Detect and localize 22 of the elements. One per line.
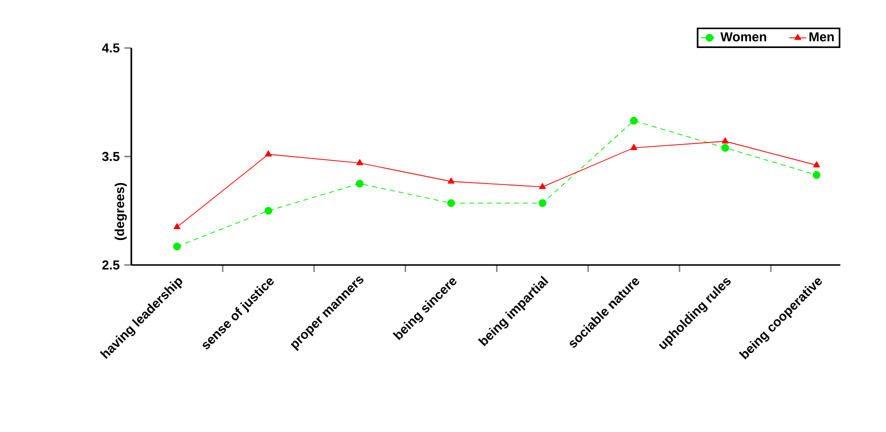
point [174,223,180,230]
point [356,159,364,166]
point [721,144,730,152]
point [812,171,820,179]
y-axis-title: (degrees) [114,182,127,240]
legend-label: Women [720,32,766,42]
point [173,242,181,250]
point [539,182,546,190]
y-tick-label: 4.5 [102,43,120,53]
point [448,178,455,184]
point [722,137,729,144]
point [630,116,638,125]
point [630,144,638,150]
point [538,199,546,208]
point [813,161,820,168]
y-tick-label: 2.5 [102,260,120,270]
point [264,150,272,156]
point [447,199,455,208]
point [356,180,364,188]
y-tick-label: 3.5 [102,152,120,162]
point [264,206,272,215]
legend-label: Men [810,32,834,42]
